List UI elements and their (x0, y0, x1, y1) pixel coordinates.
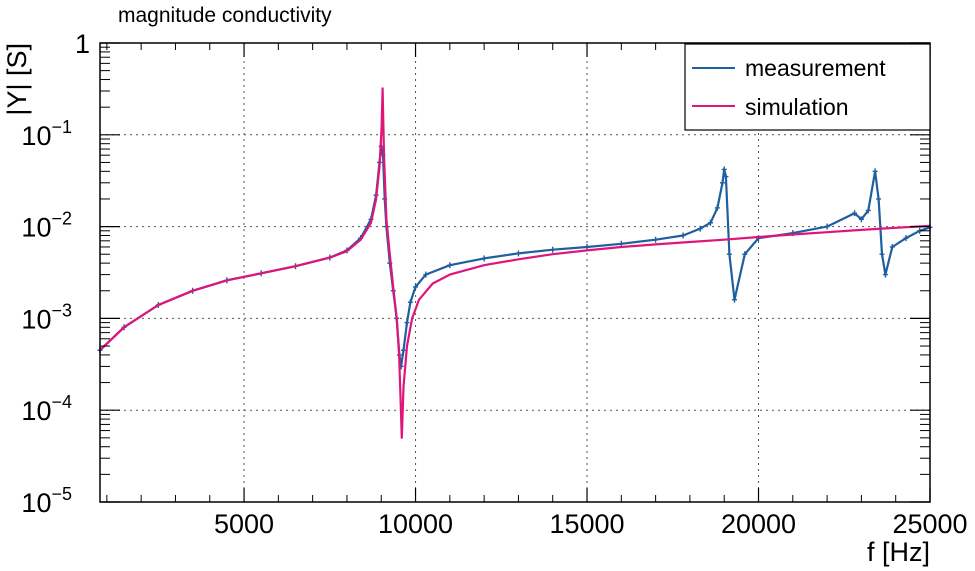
y-tick-label: 10−1 (21, 117, 72, 151)
data-point-measurement (697, 225, 703, 232)
data-point-measurement (858, 216, 864, 223)
data-point-measurement (447, 262, 453, 269)
x-axis-title: f [Hz] (867, 537, 930, 567)
y-tick-label: 10−5 (21, 484, 72, 518)
data-point-measurement (723, 173, 729, 180)
data-point-measurement (618, 240, 624, 247)
data-point-measurement (481, 255, 487, 262)
data-point-measurement (404, 319, 410, 326)
legend-label-measurement: measurement (745, 55, 886, 81)
data-point-measurement (515, 250, 521, 257)
data-point-measurement (653, 236, 659, 243)
data-point-measurement (584, 243, 590, 250)
x-tick-label: 15000 (549, 509, 624, 539)
data-point-measurement (882, 271, 888, 278)
data-point-measurement (714, 204, 720, 211)
x-tick-label: 10000 (378, 509, 453, 539)
ticks (100, 42, 931, 503)
data-point-measurement (726, 251, 732, 258)
x-tick-label: 20000 (721, 509, 796, 539)
x-tick-label: 5000 (214, 509, 274, 539)
plot-frame (99, 42, 931, 503)
data-point-measurement (824, 223, 830, 230)
y-tick-label: 1 (75, 29, 90, 59)
data-point-measurement (423, 271, 429, 278)
data-point-measurement (707, 219, 713, 226)
data-point-measurement (852, 210, 858, 217)
legend-box (684, 43, 931, 131)
series-line-simulation (99, 87, 931, 439)
legend-label-simulation: simulation (745, 94, 849, 120)
series-line-measurement (99, 145, 931, 368)
data-point-measurement (889, 243, 895, 250)
data-point-measurement (879, 251, 885, 258)
data-point-measurement (413, 283, 419, 290)
data-point-measurement (550, 246, 556, 253)
y-tick-label: 10−3 (21, 300, 72, 334)
y-tick-label: 10−2 (21, 209, 72, 243)
data-point-measurement (742, 251, 748, 258)
data-point-measurement (732, 296, 738, 303)
series-layer (97, 87, 933, 439)
y-axis-title: |Y| [S] (2, 43, 32, 116)
y-tick-label: 10−4 (21, 392, 72, 426)
data-point-measurement (876, 195, 882, 202)
tick-labels: 5000 10000 15000 20000 25000 1 10−1 10−2 10−3 10−… (21, 29, 967, 539)
data-point-measurement (721, 166, 727, 173)
data-point-measurement (903, 235, 909, 242)
chart-title: magnitude conductivity (118, 4, 332, 27)
legend: measurement simulation (684, 43, 931, 131)
data-point-measurement (865, 207, 871, 214)
data-point-measurement (680, 232, 686, 239)
data-point-measurement (401, 347, 407, 354)
data-point-measurement (720, 179, 725, 186)
x-tick-label: 25000 (892, 509, 967, 539)
data-point-measurement (407, 299, 413, 306)
data-point-measurement (872, 168, 878, 175)
grid (100, 43, 931, 502)
